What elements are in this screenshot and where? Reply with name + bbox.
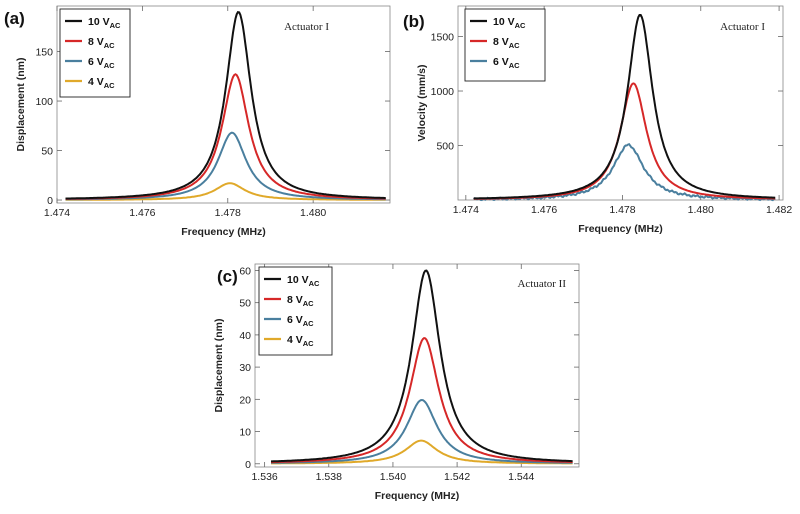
- legend-label: 8 VAC: [287, 294, 314, 308]
- x-tick-label: 1.536: [251, 471, 277, 483]
- y-axis-title: Displacement (nm): [15, 58, 27, 152]
- legend-label: 10 VAC: [493, 16, 526, 30]
- y-tick-label: 30: [239, 362, 251, 374]
- legend-label: 10 VAC: [88, 16, 121, 30]
- y-tick-label: 20: [239, 394, 251, 406]
- x-tick-label: 1.474: [453, 204, 479, 216]
- annotation: Actuator I: [284, 21, 329, 33]
- annotation: Actuator II: [517, 278, 566, 290]
- y-tick-label: 50: [239, 298, 251, 310]
- x-tick-label: 1.542: [444, 471, 470, 483]
- y-tick-label: 500: [436, 141, 454, 153]
- y-tick-label: 1000: [431, 86, 455, 98]
- x-tick-label: 1.544: [508, 471, 534, 483]
- y-tick-label: 150: [35, 47, 53, 59]
- series-line-6v: [271, 398, 573, 464]
- x-tick-label: 1.478: [215, 207, 241, 219]
- y-axis-title: Velocity (mm/s): [416, 64, 428, 141]
- series-line-10v: [473, 14, 776, 200]
- panel-label: (c): [217, 267, 238, 286]
- y-axis-title: Displacement (nm): [213, 319, 225, 413]
- x-tick-label: 1.480: [688, 204, 714, 216]
- y-tick-label: 0: [47, 195, 53, 207]
- x-tick-label: 1.482: [766, 204, 792, 216]
- legend-label: 4 VAC: [287, 334, 314, 348]
- plot-frame: [56, 5, 391, 204]
- x-tick-label: 1.540: [380, 471, 406, 483]
- legend-label: 6 VAC: [493, 56, 520, 70]
- series-line-4v: [65, 182, 386, 201]
- y-tick-label: 0: [245, 459, 251, 471]
- series-line-6v: [473, 143, 776, 202]
- x-axis-title: Frequency (MHz): [181, 226, 266, 238]
- x-axis-title: Frequency (MHz): [375, 490, 460, 502]
- panel-label: (b): [403, 12, 425, 31]
- y-tick-label: 1500: [431, 32, 455, 44]
- plot-frame: [457, 5, 784, 201]
- x-tick-label: 1.480: [300, 207, 326, 219]
- legend: 10 VAC 8 VAC 6 VAC 4 VAC: [258, 266, 333, 356]
- x-axis-title: Frequency (MHz): [578, 223, 663, 235]
- legend-label: 10 VAC: [287, 274, 320, 288]
- legend-label: 6 VAC: [287, 314, 314, 328]
- legend-label: 8 VAC: [493, 36, 520, 50]
- panel-b: 1.474 1.476 1.478 1.480 1.482 500 1000 1500 Freq…: [403, 5, 792, 235]
- series-line-6v: [65, 131, 386, 201]
- series-line-8v: [271, 337, 573, 464]
- series-line-8v: [473, 82, 776, 200]
- series-line-4v: [271, 439, 573, 465]
- x-tick-label: 1.538: [316, 471, 342, 483]
- legend-box: [59, 8, 131, 98]
- panel-c: 1.536 1.538 1.540 1.542 1.544 0 10 20 30 40 50 60 Fr…: [213, 263, 580, 502]
- annotation: Actuator I: [720, 21, 765, 33]
- legend-label: 8 VAC: [88, 36, 115, 50]
- legend: 10 VAC 8 VAC 6 VAC: [464, 8, 546, 82]
- x-tick-label: 1.478: [609, 204, 635, 216]
- series-line-10v: [271, 269, 573, 463]
- legend: 10 VAC 8 VAC 6 VAC 4 VAC: [59, 8, 131, 98]
- series-line-10v: [65, 10, 386, 200]
- x-tick-label: 1.474: [44, 207, 70, 219]
- y-tick-label: 10: [239, 427, 251, 439]
- x-tick-label: 1.476: [531, 204, 557, 216]
- x-tick-label: 1.476: [129, 207, 155, 219]
- y-tick-label: 60: [239, 265, 251, 277]
- panel-a: 1.474 1.476 1.478 1.480 0 50 100 150 Frequency (…: [4, 5, 391, 238]
- plot-frame: [254, 263, 580, 468]
- y-tick-label: 100: [35, 96, 53, 108]
- y-tick-label: 40: [239, 330, 251, 342]
- legend-box: [258, 266, 333, 356]
- y-tick-label: 50: [41, 146, 53, 158]
- panel-label: (a): [4, 9, 25, 28]
- legend-label: 4 VAC: [88, 76, 115, 90]
- legend-label: 6 VAC: [88, 56, 115, 70]
